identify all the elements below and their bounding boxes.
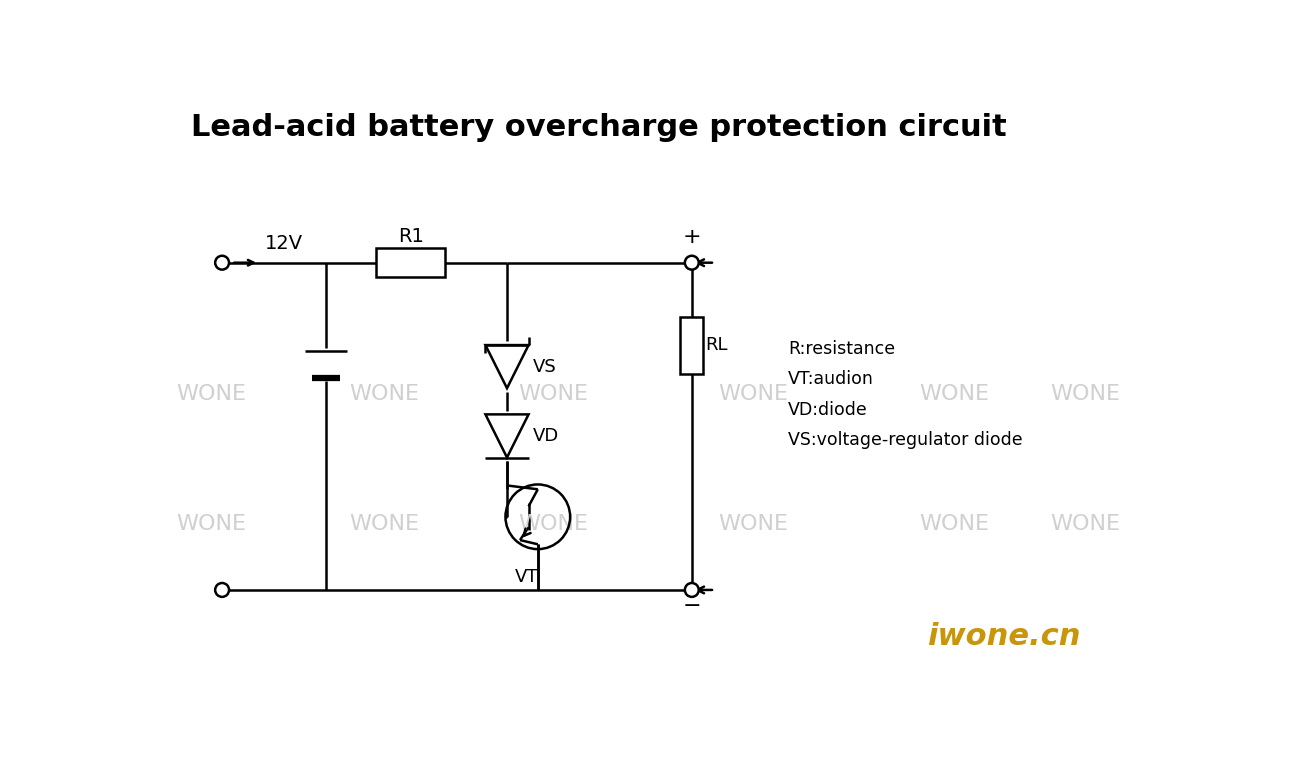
Text: VD: VD	[532, 427, 558, 445]
Text: WONE: WONE	[719, 384, 789, 403]
Text: WONE: WONE	[1049, 384, 1120, 403]
Text: −: −	[682, 596, 701, 616]
Text: WONE: WONE	[518, 514, 589, 534]
Text: iwone.cn: iwone.cn	[927, 621, 1080, 651]
Text: 12V: 12V	[264, 234, 303, 254]
Text: WONE: WONE	[518, 384, 589, 403]
Circle shape	[215, 256, 229, 270]
Bar	[376, 248, 446, 278]
Text: VS: VS	[532, 358, 556, 375]
Text: VT: VT	[514, 568, 538, 587]
Circle shape	[684, 583, 699, 597]
Text: WONE: WONE	[1049, 514, 1120, 534]
Text: WONE: WONE	[349, 514, 419, 534]
Text: R:resistance
VT:audion
VD:diode
VS:voltage-regulator diode: R:resistance VT:audion VD:diode VS:volta…	[788, 340, 1022, 449]
Text: WONE: WONE	[175, 384, 246, 403]
Text: +: +	[682, 227, 701, 247]
Text: WONE: WONE	[719, 514, 789, 534]
Text: WONE: WONE	[919, 384, 989, 403]
Circle shape	[684, 256, 699, 270]
Text: R1: R1	[398, 227, 424, 246]
Text: WONE: WONE	[175, 514, 246, 534]
Text: WONE: WONE	[349, 384, 419, 403]
Text: WONE: WONE	[919, 514, 989, 534]
Circle shape	[215, 583, 229, 597]
Bar	[681, 317, 704, 375]
Text: Lead-acid battery overcharge protection circuit: Lead-acid battery overcharge protection …	[191, 113, 1007, 142]
Text: RL: RL	[705, 336, 728, 355]
